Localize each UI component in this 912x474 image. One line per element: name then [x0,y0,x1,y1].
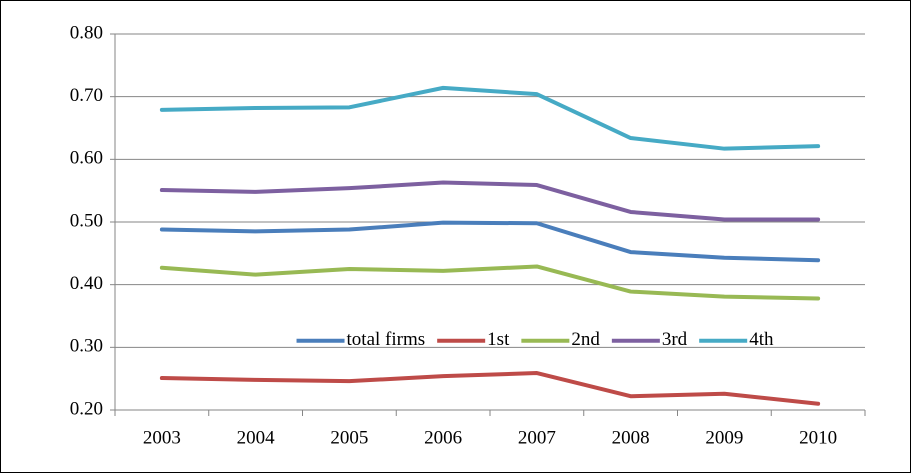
y-tick-label: 0.60 [70,148,103,169]
series-line [159,371,821,406]
x-tick-label: 2010 [799,427,837,448]
legend-label: 1st [487,329,510,350]
legend-label: 4th [749,329,774,350]
series-line [159,220,821,263]
x-tick-label: 2009 [705,427,743,448]
y-tick-label: 0.80 [70,22,103,43]
y-tick-label: 0.30 [70,336,103,357]
series-line [159,85,821,151]
y-tick-label: 0.40 [70,273,103,294]
x-tick-label: 2008 [612,427,650,448]
y-tick-label: 0.70 [70,85,103,106]
x-tick-label: 2006 [424,427,462,448]
y-tick-label: 0.50 [70,210,103,231]
legend-label: total firms [347,329,426,350]
x-tick-label: 2007 [518,427,556,448]
series-line [159,180,821,222]
series-line [159,264,821,301]
x-tick-label: 2004 [237,427,276,448]
legend-label: 3rd [662,329,688,350]
legend-label: 2nd [571,329,600,350]
x-tick-label: 2003 [143,427,181,448]
y-tick-label: 0.20 [70,398,103,419]
x-tick-label: 2005 [330,427,368,448]
